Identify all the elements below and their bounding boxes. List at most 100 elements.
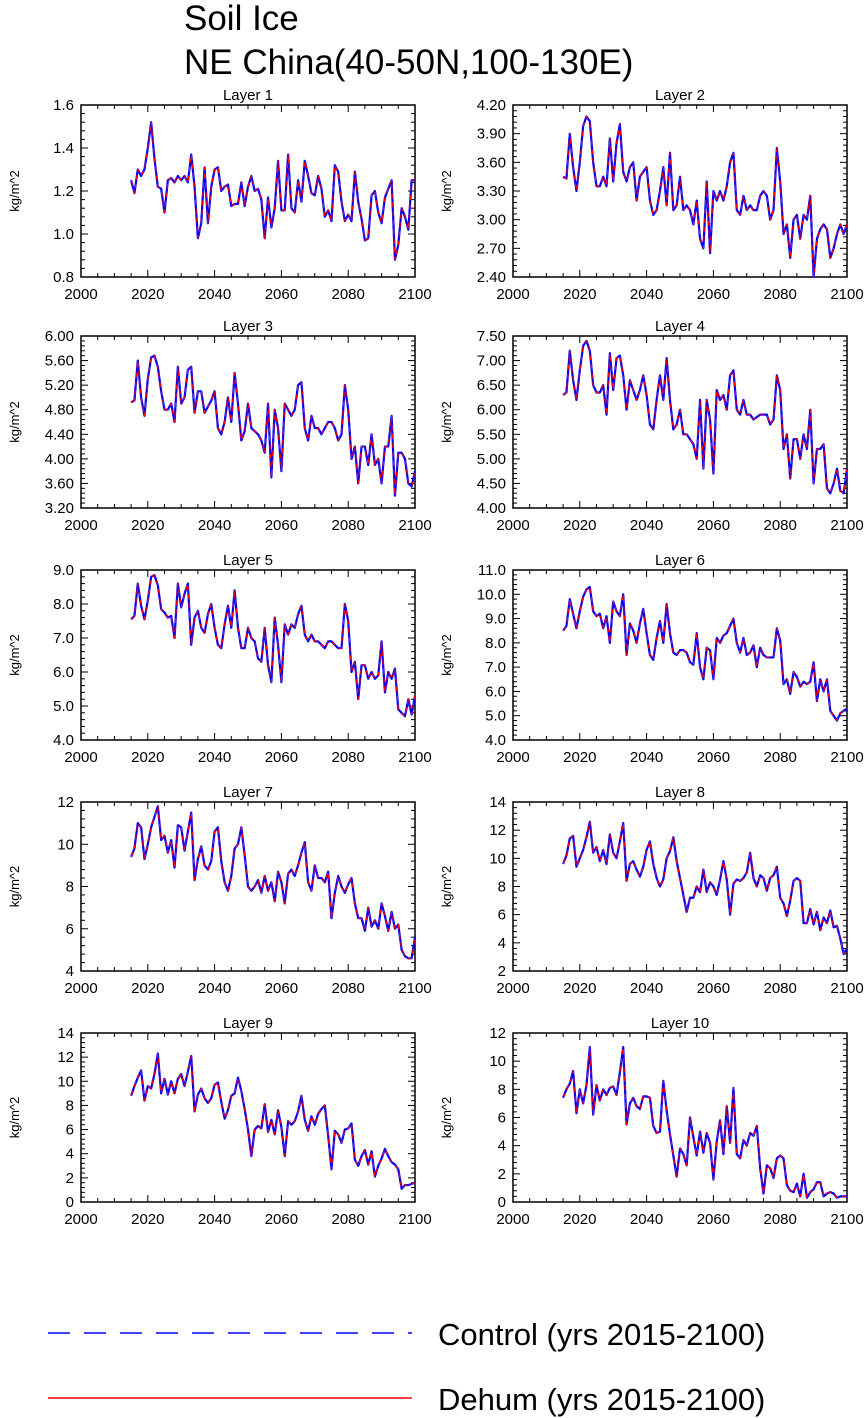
- x-tick-label: 2020: [131, 286, 164, 303]
- y-tick-label: 1.4: [53, 140, 74, 157]
- x-tick-label: 2100: [398, 980, 431, 997]
- x-tick-label: 2000: [64, 517, 97, 534]
- panel-title: Layer 2: [655, 87, 705, 104]
- y-tick-label: 10: [489, 1053, 506, 1070]
- y-tick-label: 3.90: [477, 126, 506, 143]
- y-axis-label: kg/m^2: [439, 634, 454, 676]
- y-tick-label: 1.2: [53, 183, 74, 200]
- y-tick-label: 3.20: [45, 500, 74, 517]
- chart-panel-9: Layer 9 kg/m^2 2000 2020 2040 2060 2080 2100 0 2 4…: [7, 1015, 432, 1228]
- x-tick-label: 2100: [830, 980, 863, 997]
- y-tick-label: 5.0: [485, 708, 506, 725]
- y-axis-label: kg/m^2: [7, 866, 22, 908]
- x-tick-label: 2100: [830, 749, 863, 766]
- series-line-control: [562, 820, 848, 956]
- panel-title: Layer 1: [223, 87, 273, 104]
- chart-panel-7: Layer 7 kg/m^2 2000 2020 2040 2060 2080 2100 4 6 8…: [7, 784, 432, 997]
- series-line-dehum: [562, 1046, 847, 1199]
- x-tick-label: 2000: [496, 749, 529, 766]
- x-tick-label: 2000: [64, 980, 97, 997]
- y-tick-label: 6.00: [45, 328, 74, 345]
- y-tick-label: 8: [66, 1097, 74, 1114]
- x-tick-label: 2060: [265, 517, 298, 534]
- x-tick-label: 2020: [131, 749, 164, 766]
- y-tick-label: 5.50: [477, 426, 506, 443]
- x-tick-label: 2020: [563, 286, 596, 303]
- y-tick-label: 5.0: [53, 698, 74, 715]
- chart-panel-10: Layer 10 kg/m^2 2000 2020 2040 2060 2080 2100 0 2…: [439, 1015, 864, 1228]
- chart-panel-3: Layer 3 kg/m^2 2000 2020 2040 2060 2080 2100 3.2…: [7, 318, 432, 534]
- panel-title: Layer 7: [223, 784, 273, 801]
- y-tick-label: 14: [489, 794, 506, 811]
- plot-frame: [512, 1032, 848, 1203]
- x-tick-label: 2060: [265, 980, 298, 997]
- series-line-control: [130, 1052, 416, 1190]
- x-tick-label: 2020: [563, 1211, 596, 1228]
- x-tick-label: 2060: [697, 980, 730, 997]
- y-tick-label: 10: [489, 850, 506, 867]
- y-tick-label: 12: [489, 1025, 506, 1042]
- x-tick-label: 2060: [697, 749, 730, 766]
- y-axis-label: kg/m^2: [439, 401, 454, 443]
- y-tick-label: 11.0: [478, 562, 506, 579]
- plot-frame: [80, 569, 416, 741]
- y-tick-label: 12: [489, 822, 506, 839]
- y-tick-label: 6: [66, 1122, 74, 1139]
- y-axis-label: kg/m^2: [439, 866, 454, 908]
- series-line-dehum: [130, 1052, 416, 1190]
- chart-panel-1: Layer 1 kg/m^2 2000 2020 2040 2060 2080 2100 0.8…: [7, 87, 432, 303]
- chart-panel-6: Layer 6 kg/m^2 2000 2020 2040 2060 2080 2100 4.0…: [439, 552, 864, 766]
- x-tick-label: 2040: [198, 980, 231, 997]
- x-tick-label: 2100: [830, 517, 863, 534]
- x-tick-label: 2100: [398, 517, 431, 534]
- y-tick-label: 10.0: [477, 586, 506, 603]
- series-line-control: [562, 585, 848, 722]
- series-line-dehum: [130, 121, 415, 261]
- x-tick-label: 2040: [630, 1211, 663, 1228]
- legend: Control (yrs 2015-2100) Dehum (yrs 2015-…: [48, 1317, 765, 1417]
- y-tick-label: 6.0: [53, 664, 74, 681]
- x-tick-label: 2080: [764, 286, 797, 303]
- chart-panel-5: Layer 5 kg/m^2 2000 2020 2040 2060 2080 2100 4.0…: [7, 552, 432, 766]
- y-tick-label: 12: [57, 794, 74, 811]
- chart-panel-8: Layer 8 kg/m^2 2000 2020 2040 2060 2080 2100 2 4 6…: [439, 784, 864, 997]
- x-tick-label: 2020: [563, 517, 596, 534]
- y-tick-label: 4.50: [477, 475, 506, 492]
- x-tick-label: 2060: [265, 749, 298, 766]
- panel-title: Layer 9: [223, 1015, 273, 1032]
- x-tick-label: 2100: [830, 286, 863, 303]
- plot-frame: [512, 569, 848, 741]
- y-tick-label: 4: [498, 935, 506, 952]
- series-line-dehum: [130, 805, 416, 959]
- y-tick-label: 6: [66, 921, 74, 938]
- y-tick-label: 4.00: [477, 500, 506, 517]
- x-tick-label: 2080: [764, 980, 797, 997]
- x-tick-label: 2020: [131, 980, 164, 997]
- y-tick-label: 6: [498, 1110, 506, 1127]
- x-tick-label: 2080: [332, 286, 365, 303]
- series-line-control: [130, 805, 417, 960]
- series-line-dehum: [130, 574, 416, 717]
- panel-title: Layer 3: [223, 318, 273, 335]
- panel-title: Layer 6: [655, 552, 705, 569]
- y-axis-label: kg/m^2: [7, 170, 22, 212]
- y-tick-label: 6: [498, 907, 506, 924]
- x-tick-label: 2020: [563, 980, 596, 997]
- panel-title: Layer 4: [655, 318, 705, 335]
- x-tick-label: 2020: [563, 749, 596, 766]
- y-axis-label: kg/m^2: [7, 401, 22, 443]
- x-tick-label: 2020: [131, 1211, 164, 1228]
- series-line-control: [562, 115, 849, 279]
- y-tick-label: 8.0: [485, 635, 506, 652]
- y-tick-label: 2: [498, 1166, 506, 1183]
- y-tick-label: 6.50: [477, 377, 506, 394]
- y-tick-label: 4.80: [45, 402, 74, 419]
- x-tick-label: 2060: [697, 1211, 730, 1228]
- x-tick-label: 2100: [398, 286, 431, 303]
- y-tick-label: 6.0: [485, 683, 506, 700]
- x-tick-label: 2000: [496, 980, 529, 997]
- plot-frame: [512, 104, 848, 278]
- y-tick-label: 10: [57, 1073, 74, 1090]
